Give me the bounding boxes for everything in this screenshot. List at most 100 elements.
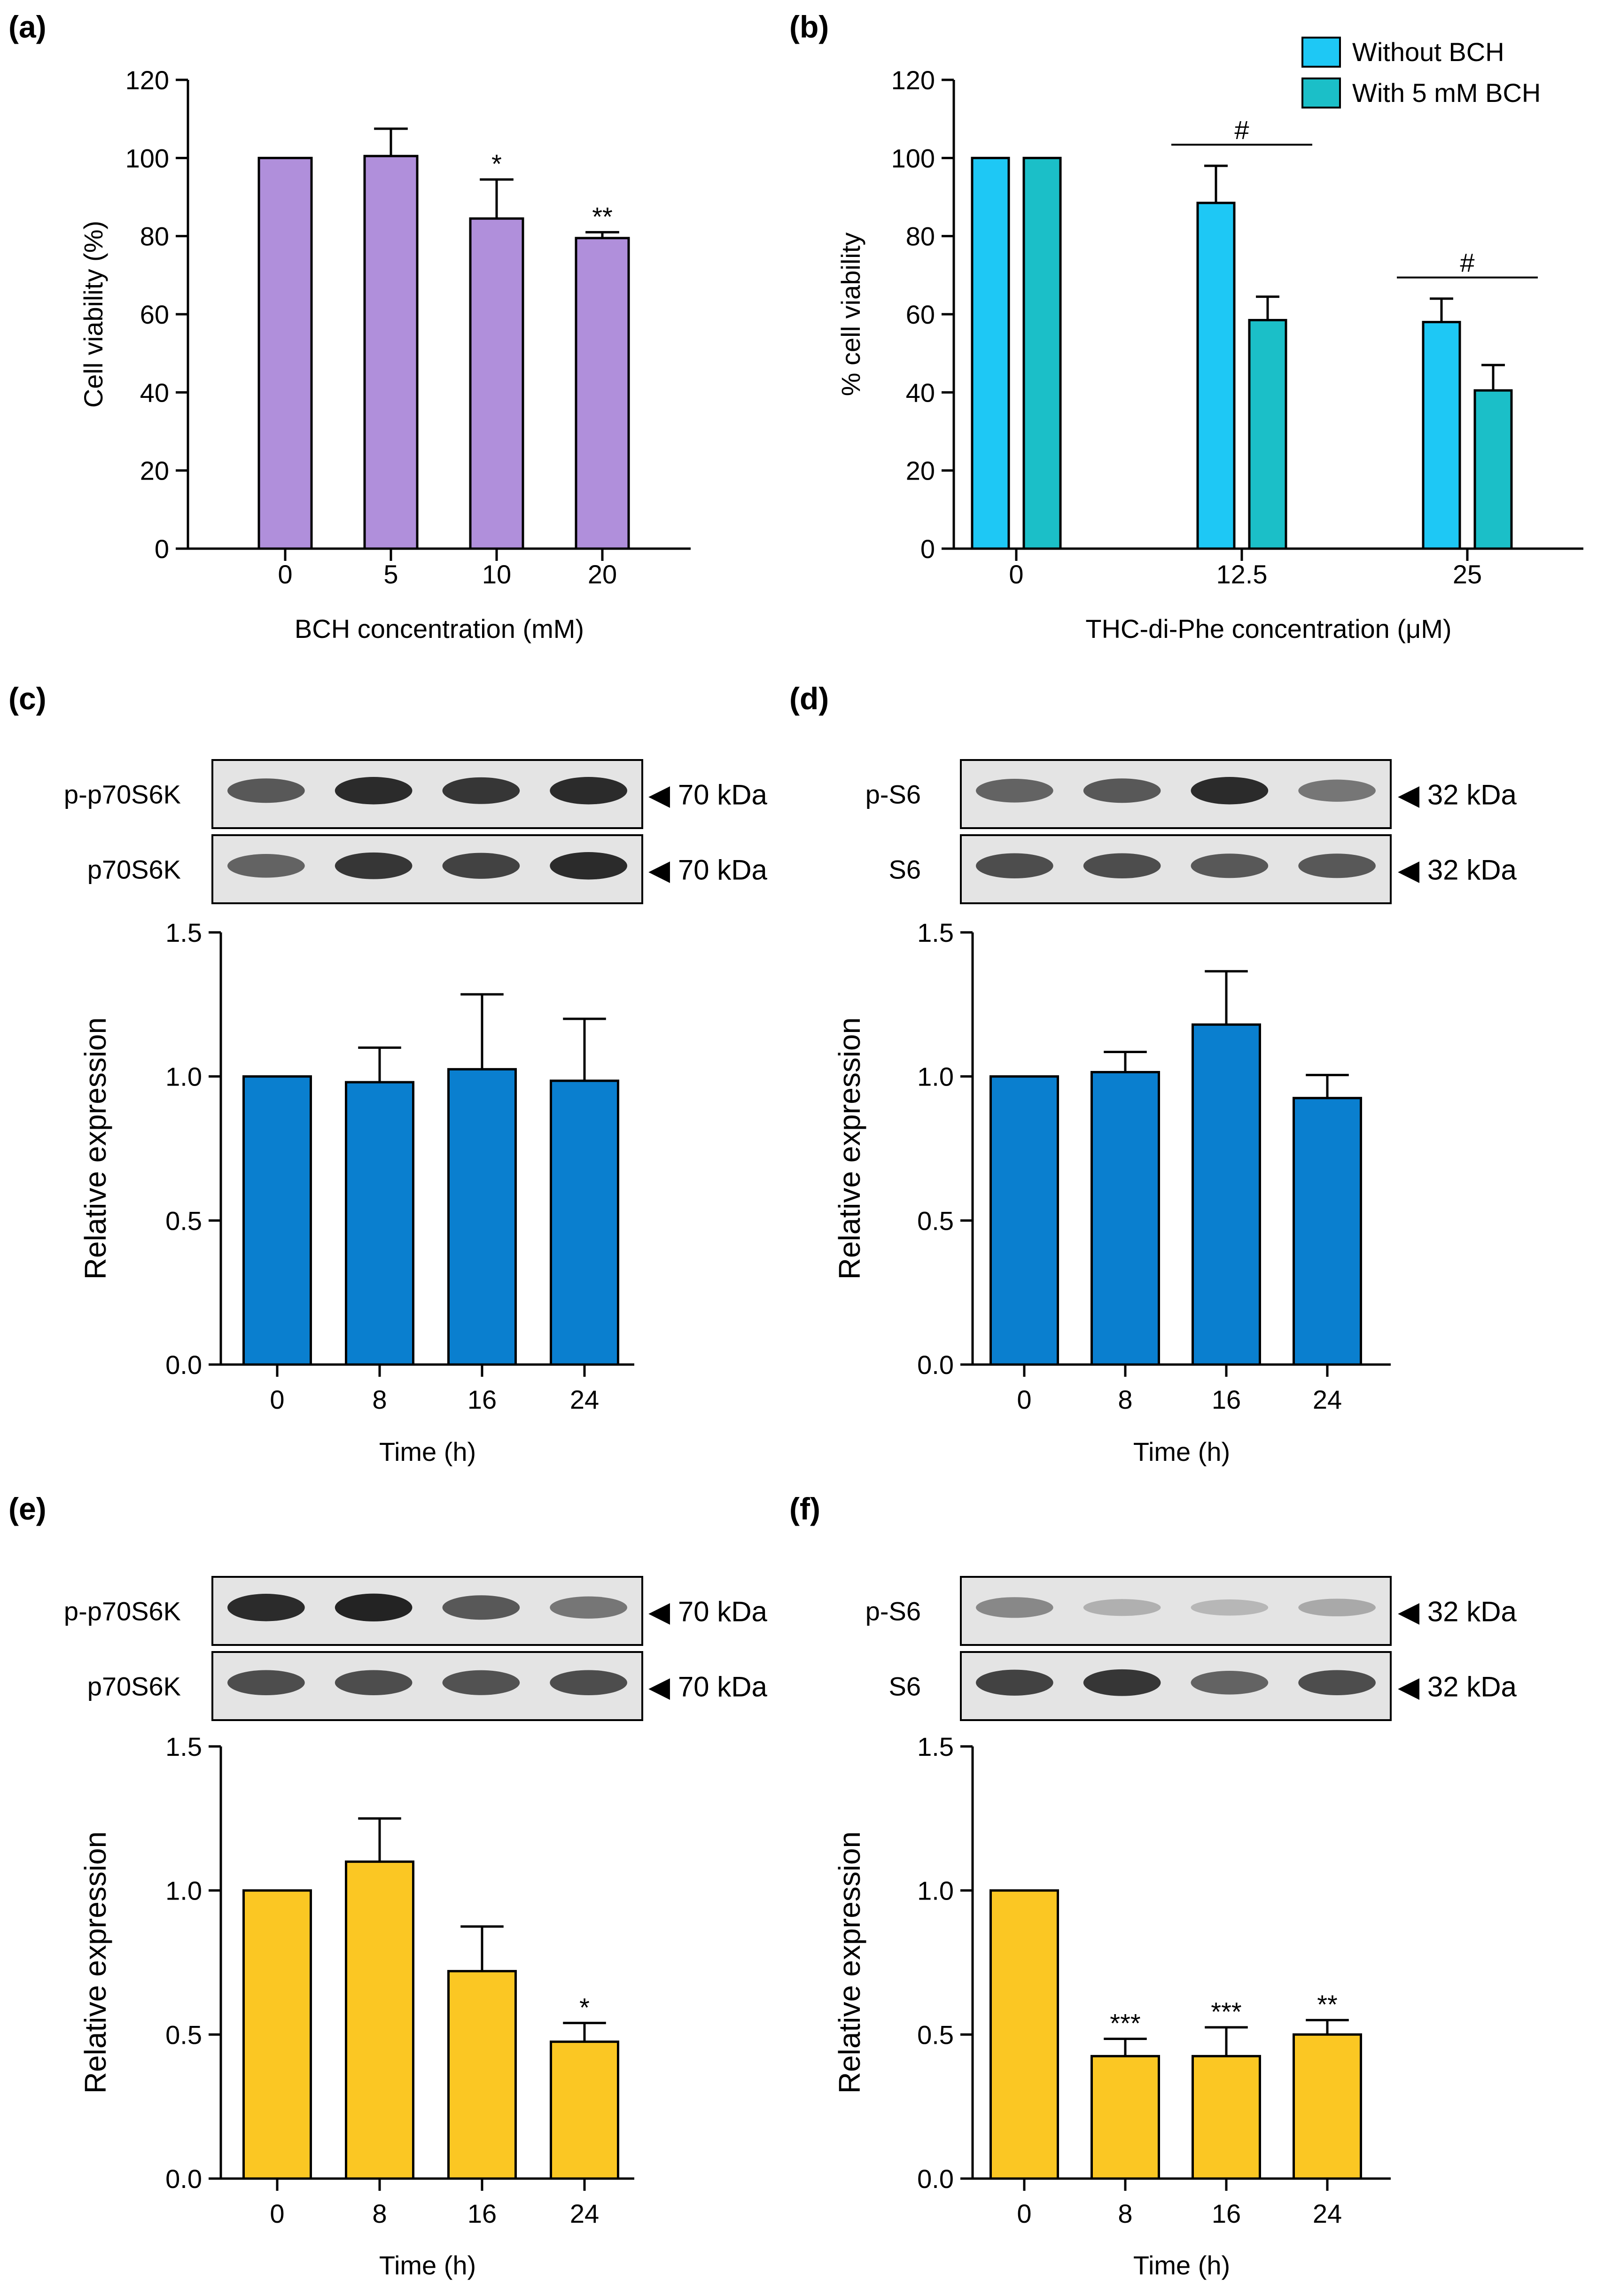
bar [989, 1075, 1059, 1366]
blot-label: p-S6 [865, 780, 921, 809]
bar [257, 156, 313, 550]
y-tick-label: 20 [140, 456, 169, 486]
blot-band [442, 853, 520, 879]
bar [1422, 321, 1461, 550]
blot-e-0: p-p70S6K ◀ 70 kDa [64, 1576, 768, 1646]
y-tick-label: 60 [906, 300, 935, 329]
y-tick-label: 1.5 [165, 918, 202, 947]
blot-band [227, 1594, 305, 1621]
x-tick-label: 8 [1118, 2199, 1132, 2228]
blot-c-1: p70S6K ◀ 70 kDa [87, 834, 768, 904]
bar [447, 1970, 517, 2180]
blot-label: S6 [889, 855, 921, 884]
y-tick-label: 0 [155, 534, 169, 564]
blot-band [227, 1670, 305, 1696]
legend-swatch [1301, 78, 1341, 109]
x-tick-label: 0 [1017, 2199, 1031, 2228]
x-tick-label: 16 [1212, 2199, 1241, 2228]
blot-band [1083, 1599, 1161, 1616]
blot-label: p-p70S6K [64, 780, 181, 809]
y-tick-label: 60 [140, 300, 169, 329]
blot-size-label: ◀ 70 kDa [648, 1671, 768, 1703]
blot-band [1083, 853, 1161, 879]
blot-band [442, 1595, 520, 1620]
bar [345, 1860, 414, 2180]
x-axis-label: Time (h) [1133, 2250, 1230, 2280]
blot-d-0: p-S6 ◀ 32 kDa [865, 759, 1517, 829]
x-tick-label: 16 [1212, 1385, 1241, 1414]
bar [989, 1889, 1059, 2180]
blot-band [1298, 853, 1376, 878]
x-tick-label: 5 [383, 559, 398, 589]
bar [550, 2040, 619, 2180]
bar [447, 1068, 517, 1366]
bar [1293, 2033, 1362, 2180]
x-tick-label: 0 [270, 2199, 284, 2228]
blot-band [442, 777, 520, 804]
blot-label: p70S6K [87, 1672, 181, 1701]
bar [1196, 202, 1236, 550]
bar [469, 217, 524, 550]
y-tick-label: 0.0 [917, 1350, 954, 1380]
blot-band [335, 1593, 413, 1621]
bar [1091, 1070, 1160, 1366]
y-tick-label: 0.5 [165, 1206, 202, 1235]
blot-f-1: S6 ◀ 32 kDa [889, 1651, 1517, 1721]
blot-band [335, 777, 413, 805]
blot-band [335, 1670, 413, 1696]
blot-band [1191, 1599, 1269, 1616]
panel-label-e: (e) [8, 1491, 47, 1526]
x-tick-label: 8 [372, 1385, 387, 1414]
blot-label: p-S6 [865, 1597, 921, 1626]
blot-label: p70S6K [87, 855, 181, 884]
bar [971, 156, 1010, 550]
blot-band [442, 1670, 520, 1695]
x-tick-label: 0 [278, 559, 292, 589]
y-tick-label: 1.0 [165, 1062, 202, 1092]
legend-swatch [1301, 37, 1341, 68]
legend-entry: With 5 mM BCH [1352, 78, 1541, 108]
blot-band [976, 1597, 1053, 1618]
bar [1192, 1023, 1261, 1366]
bar [1091, 2055, 1160, 2180]
x-tick-label: 24 [570, 2199, 599, 2228]
blot-c-0: p-p70S6K ◀ 70 kDa [64, 759, 768, 829]
y-tick-label: 1.0 [165, 1876, 202, 1906]
blot-band [1191, 1671, 1269, 1695]
x-tick-label: 0 [1017, 1385, 1031, 1414]
blot-label: p-p70S6K [64, 1597, 181, 1626]
blot-band [976, 1669, 1053, 1696]
legend: Without BCH With 5 mM BCH [1301, 37, 1541, 109]
bar [1192, 2055, 1261, 2180]
x-tick-label: 20 [588, 559, 617, 589]
y-axis-label: Cell viability (%) [78, 221, 108, 408]
panel-c: (c) p-p70S6K ◀ 70 kDa p70S6K ◀ 70 kDa 0.0 0.5 1… [8, 681, 768, 1466]
bar [363, 155, 419, 550]
blot-band [976, 853, 1053, 879]
panel-f: (f) p-S6 ◀ 32 kDa S6 ◀ 32 kDa 0.0 0.5 1.0 1.5 0 8 1… [789, 1491, 1517, 2280]
significance-marker: *** [1211, 1997, 1241, 2026]
blot-size-label: ◀ 70 kDa [648, 1596, 768, 1628]
blot-band [1298, 779, 1376, 802]
y-tick-label: 0.0 [917, 2164, 954, 2194]
y-tick-label: 80 [906, 222, 935, 251]
y-tick-label: 1.0 [917, 1062, 954, 1092]
x-axis-label: THC-di-Phe concentration (μM) [1085, 614, 1451, 644]
panel-e: (e) p-p70S6K ◀ 70 kDa p70S6K ◀ 70 kDa 0.0 0.5 1… [8, 1491, 768, 2280]
blot-e-1: p70S6K ◀ 70 kDa [87, 1651, 768, 1721]
x-tick-label: 12.5 [1216, 559, 1268, 589]
bar [1293, 1097, 1362, 1366]
y-tick-label: 0 [920, 534, 935, 564]
y-tick-label: 0.0 [165, 1350, 202, 1380]
y-tick-label: 0.5 [917, 2020, 954, 2049]
significance-marker: * [491, 149, 502, 178]
bar [345, 1081, 414, 1366]
blot-band [335, 852, 413, 879]
blot-band [550, 1670, 627, 1696]
blot-band [1191, 853, 1269, 878]
panel-label-b: (b) [789, 9, 829, 44]
y-tick-label: 0.5 [165, 2020, 202, 2049]
blot-size-label: ◀ 32 kDa [1398, 1596, 1517, 1628]
blot-band [550, 777, 627, 805]
